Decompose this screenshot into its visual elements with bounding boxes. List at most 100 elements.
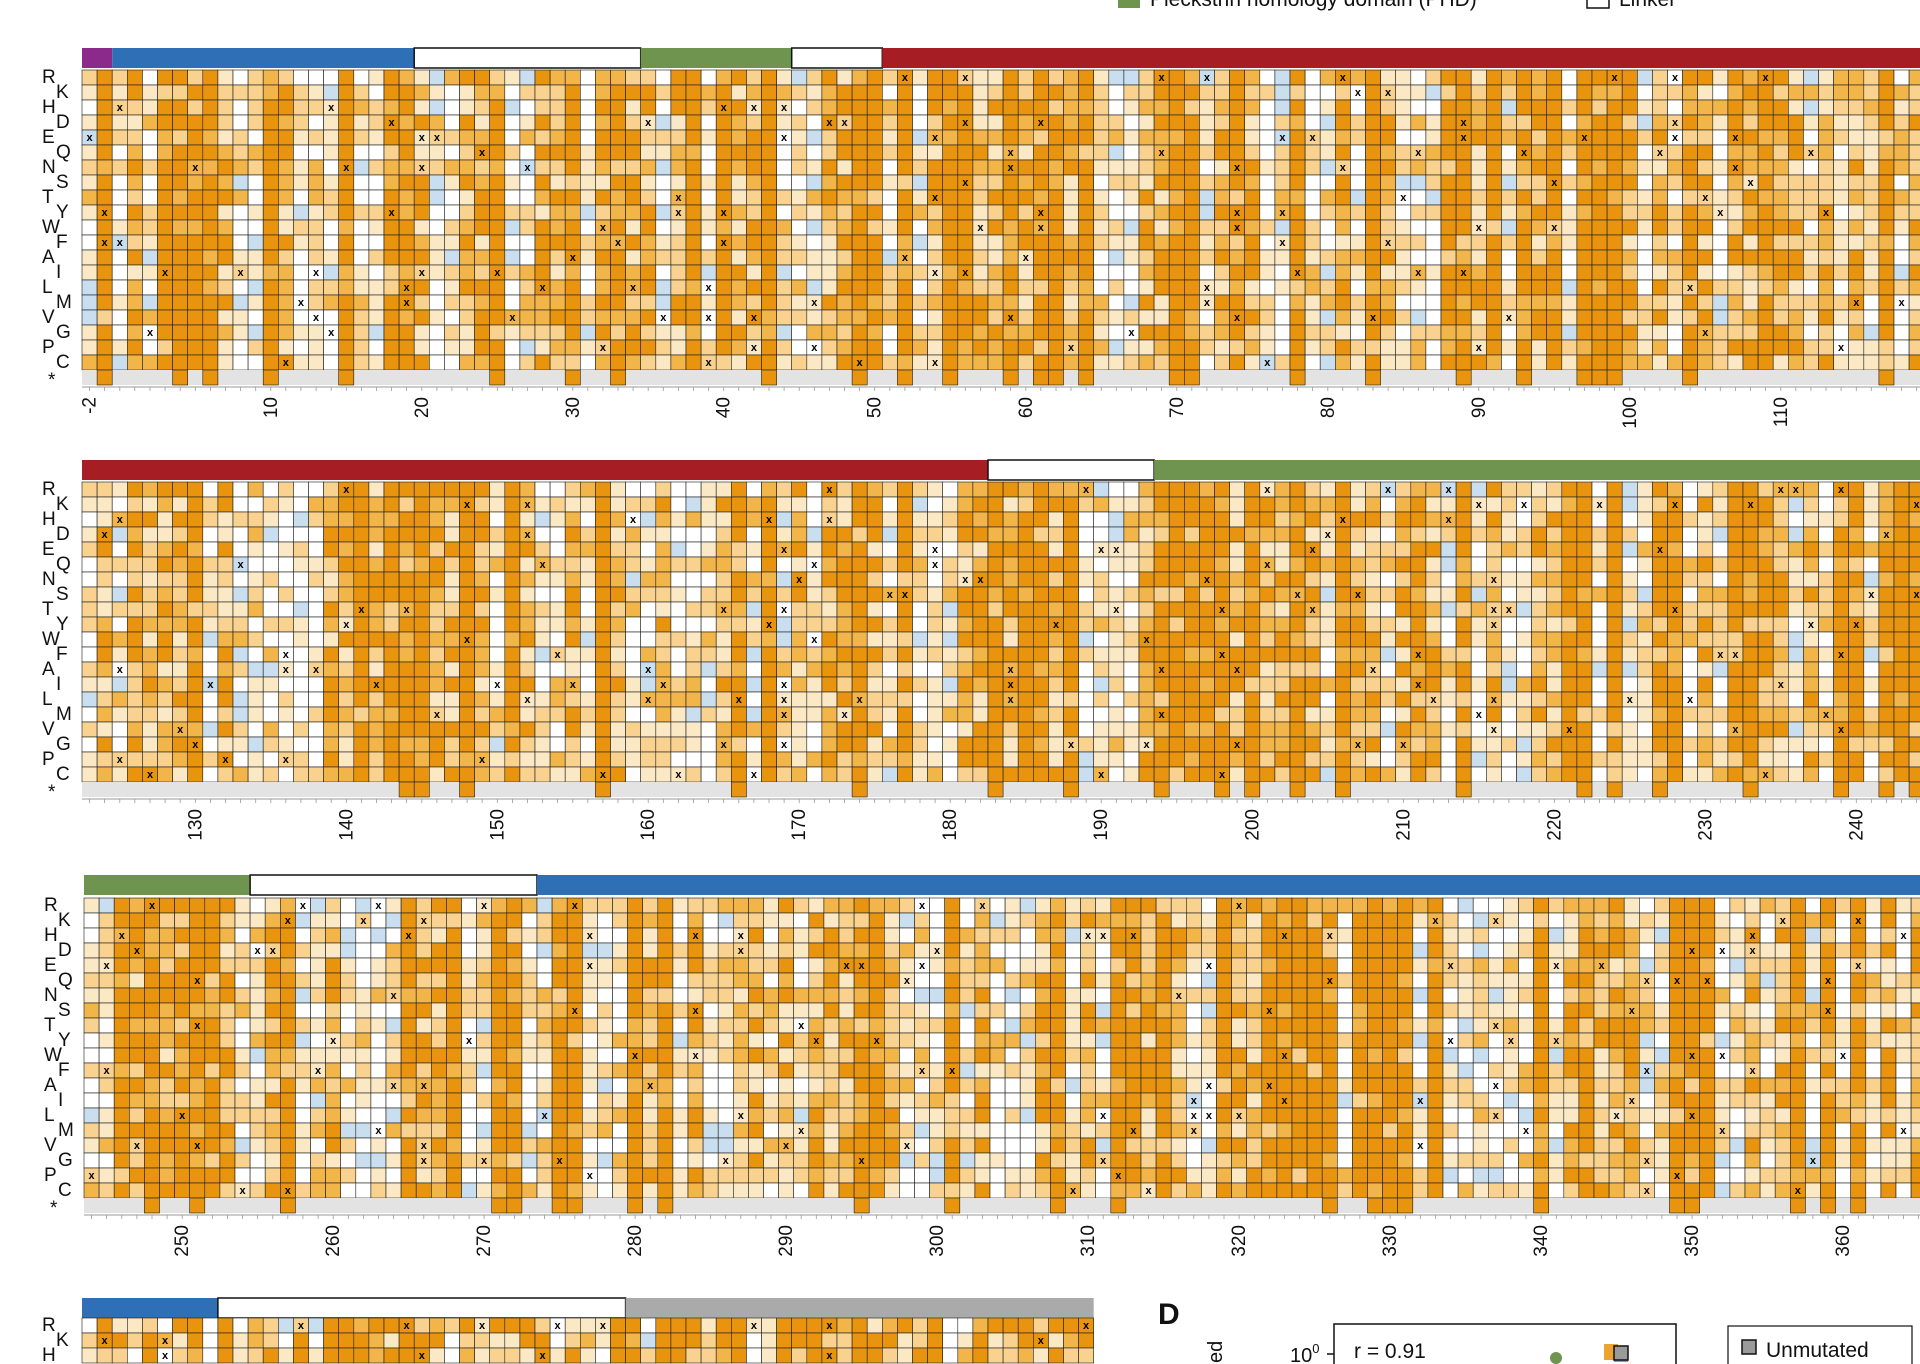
heatmap-cell bbox=[987, 601, 1004, 618]
heatmap-cell bbox=[655, 129, 672, 146]
heatmap-cell bbox=[791, 264, 808, 281]
heatmap-cell bbox=[1727, 661, 1744, 678]
heatmap-cell bbox=[489, 511, 506, 528]
heatmap-cell bbox=[549, 279, 566, 296]
heatmap-cell bbox=[1878, 646, 1895, 663]
heatmap-cell bbox=[217, 174, 234, 191]
heatmap-cell bbox=[1501, 631, 1517, 648]
wildtype-marker: x bbox=[811, 559, 818, 571]
heatmap-cell bbox=[308, 496, 324, 513]
heatmap-cell bbox=[1682, 526, 1698, 543]
heatmap-cell bbox=[1184, 249, 1200, 266]
heatmap-cell bbox=[791, 279, 808, 296]
heatmap-cell bbox=[1017, 631, 1034, 648]
heatmap-cell bbox=[1063, 174, 1079, 191]
heatmap-cell bbox=[1350, 339, 1366, 356]
heatmap-cell bbox=[625, 571, 641, 588]
heatmap-cell bbox=[730, 496, 747, 513]
heatmap-cell bbox=[942, 339, 959, 356]
heatmap-cell bbox=[1531, 234, 1547, 251]
heatmap-cell bbox=[1138, 84, 1155, 101]
stop-cell bbox=[1289, 369, 1306, 386]
wildtype-marker: x bbox=[1898, 297, 1905, 309]
heatmap-cell bbox=[640, 174, 657, 191]
heatmap-cell bbox=[81, 324, 98, 341]
heatmap-cell bbox=[353, 309, 370, 326]
heatmap-cell bbox=[1093, 144, 1110, 161]
heatmap-cell bbox=[866, 99, 883, 116]
heatmap-cell bbox=[625, 661, 641, 678]
heatmap-cell bbox=[1319, 264, 1336, 281]
heatmap-cell bbox=[851, 721, 868, 738]
wildtype-marker: x bbox=[539, 559, 546, 571]
heatmap-cell bbox=[1078, 706, 1094, 723]
heatmap-cell bbox=[1501, 616, 1517, 633]
heatmap-cell bbox=[142, 481, 158, 498]
heatmap-cell bbox=[1063, 354, 1079, 371]
heatmap-cell bbox=[1168, 676, 1185, 693]
heatmap-cell bbox=[1712, 234, 1729, 251]
heatmap-cell bbox=[1652, 219, 1668, 236]
heatmap-cell bbox=[157, 616, 173, 633]
heatmap-cell bbox=[444, 84, 460, 101]
heatmap-cell bbox=[1848, 219, 1865, 236]
heatmap-cell bbox=[549, 496, 566, 513]
heatmap-cell bbox=[489, 219, 506, 236]
heatmap-cell bbox=[1742, 556, 1759, 573]
heatmap-cell bbox=[1002, 354, 1019, 371]
heatmap-cell bbox=[897, 481, 913, 498]
heatmap-cell bbox=[1576, 571, 1593, 588]
heatmap-cell bbox=[217, 736, 234, 753]
heatmap-cell bbox=[987, 706, 1004, 723]
heatmap-cell bbox=[549, 294, 566, 311]
heatmap-cell bbox=[444, 496, 460, 513]
heatmap-cell bbox=[1274, 496, 1291, 513]
heatmap-cell bbox=[474, 129, 491, 146]
heatmap-cell bbox=[489, 204, 506, 221]
heatmap-cell bbox=[1304, 691, 1321, 708]
heatmap-cell bbox=[1259, 294, 1276, 311]
heatmap-cell bbox=[1274, 99, 1291, 116]
heatmap-cell bbox=[413, 646, 430, 663]
wildtype-marker: x bbox=[298, 297, 305, 309]
heatmap-cell bbox=[1893, 586, 1910, 603]
heatmap-cell bbox=[444, 661, 460, 678]
heatmap-cell bbox=[1501, 159, 1517, 176]
heatmap-cell bbox=[836, 279, 853, 296]
heatmap-cell bbox=[1712, 721, 1729, 738]
heatmap-cell bbox=[625, 174, 641, 191]
heatmap-cell bbox=[157, 144, 173, 161]
heatmap-cell bbox=[519, 174, 536, 191]
heatmap-cell bbox=[444, 706, 460, 723]
heatmap-cell bbox=[232, 339, 249, 356]
heatmap-cell bbox=[1742, 646, 1759, 663]
heatmap-cell bbox=[459, 114, 475, 131]
heatmap-cell bbox=[670, 159, 687, 176]
heatmap-cell bbox=[1863, 324, 1880, 341]
heatmap-cell bbox=[1289, 496, 1306, 513]
heatmap-cell bbox=[715, 556, 732, 573]
heatmap-cell bbox=[1863, 309, 1880, 326]
heatmap-cell bbox=[262, 99, 279, 116]
heatmap-cell bbox=[1229, 676, 1245, 693]
heatmap-cell bbox=[172, 234, 189, 251]
heatmap-cell bbox=[806, 114, 823, 131]
heatmap-cell bbox=[1199, 234, 1215, 251]
heatmap-cell bbox=[1908, 721, 1920, 738]
heatmap-cell bbox=[1742, 354, 1759, 371]
heatmap-cell bbox=[1561, 571, 1578, 588]
heatmap-cell bbox=[1274, 324, 1291, 341]
heatmap-cell bbox=[1123, 661, 1140, 678]
wildtype-marker: x bbox=[1732, 724, 1739, 736]
wildtype-marker: x bbox=[102, 529, 109, 541]
heatmap-cell bbox=[1803, 571, 1819, 588]
heatmap-cell bbox=[383, 706, 400, 723]
heatmap-cell bbox=[1214, 556, 1230, 573]
stop-cell bbox=[1033, 369, 1049, 386]
heatmap-cell bbox=[987, 249, 1004, 266]
heatmap-cell bbox=[383, 541, 400, 558]
heatmap-cell bbox=[1908, 144, 1920, 161]
heatmap-cell bbox=[1848, 159, 1865, 176]
heatmap-cell bbox=[1319, 129, 1336, 146]
heatmap-cell bbox=[172, 339, 189, 356]
